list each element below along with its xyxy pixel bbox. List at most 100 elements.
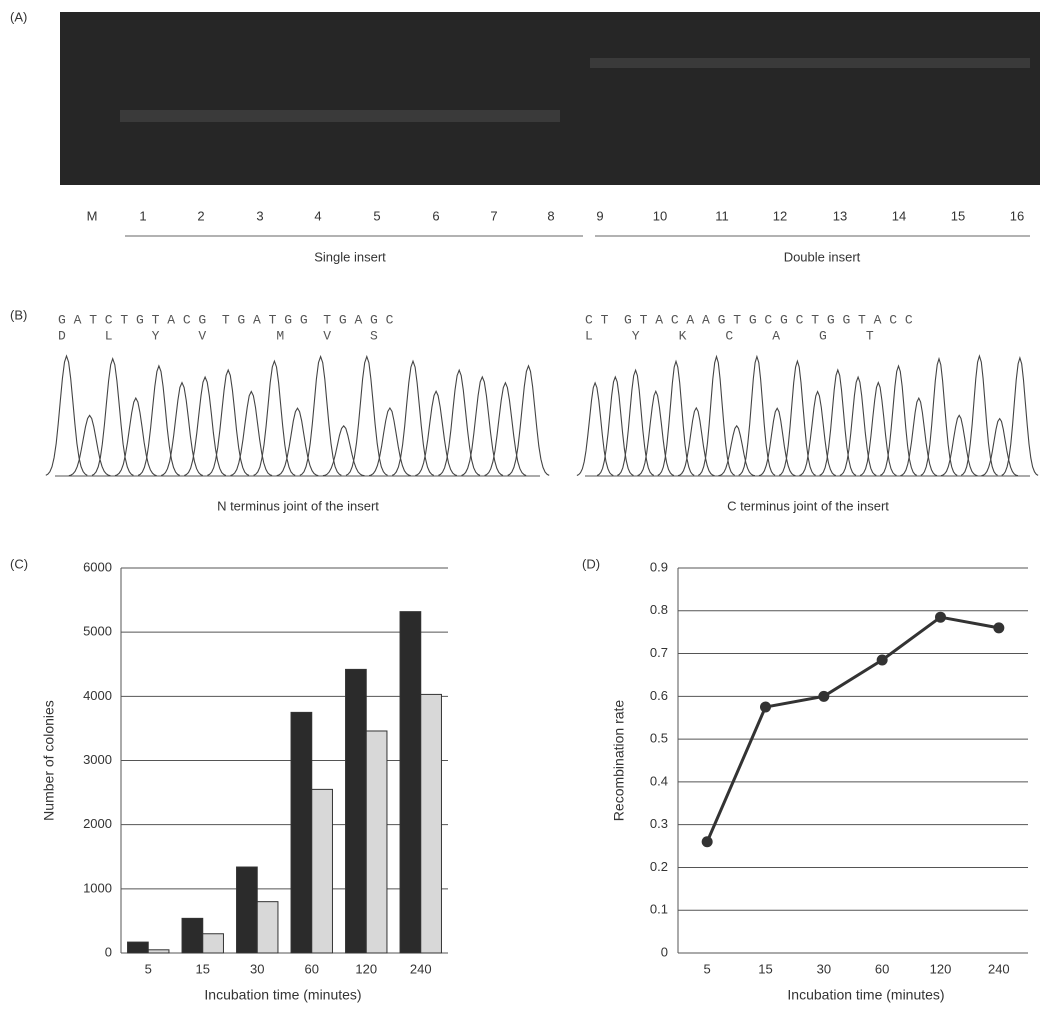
- panel-label: (A): [10, 9, 27, 24]
- y-tick-label: 0.4: [650, 773, 668, 788]
- bar: [237, 867, 258, 953]
- bar: [366, 731, 387, 953]
- trace: [462, 377, 504, 476]
- trace: [392, 361, 434, 475]
- panel-label: (C): [10, 556, 28, 571]
- bar: [203, 934, 224, 953]
- trace: [658, 361, 694, 475]
- lane-label: 6: [432, 208, 439, 223]
- point: [760, 702, 771, 713]
- point: [993, 622, 1004, 633]
- trace: [46, 356, 88, 475]
- trace: [115, 398, 157, 476]
- lane-label: 8: [547, 208, 554, 223]
- trace: [880, 366, 916, 475]
- trace: [739, 357, 775, 476]
- panel-label: (B): [10, 307, 27, 322]
- line: [707, 617, 999, 842]
- bar: [182, 918, 203, 953]
- x-tick-label: 120: [930, 961, 952, 976]
- x-tick-label: 30: [817, 961, 831, 976]
- lane-label: 12: [773, 208, 787, 223]
- group-label: Single insert: [314, 249, 386, 264]
- trace: [277, 408, 319, 475]
- group-label: Double insert: [784, 249, 861, 264]
- y-tick-label: 6000: [83, 559, 112, 574]
- y-tick-label: 1000: [83, 880, 112, 895]
- y-tick-label: 0.5: [650, 731, 668, 746]
- lane-label: 2: [197, 208, 204, 223]
- trace: [508, 366, 550, 476]
- bar: [291, 712, 312, 953]
- y-tick-label: 0.6: [650, 688, 668, 703]
- lane-label: 3: [256, 208, 263, 223]
- trace: [323, 426, 365, 476]
- y-tick-label: 0.7: [650, 645, 668, 660]
- figure: (A) Single insert Double insert (B) G A …: [0, 0, 1048, 1010]
- bar: [128, 942, 149, 953]
- lane-label: 7: [490, 208, 497, 223]
- lane-label: 14: [892, 208, 906, 223]
- point: [818, 691, 829, 702]
- x-tick-label: 60: [305, 961, 319, 976]
- sequence: D L Y V M V S: [58, 328, 378, 343]
- y-tick-label: 0.2: [650, 859, 668, 874]
- y-tick-label: 0.8: [650, 602, 668, 617]
- x-tick-label: 5: [704, 961, 711, 976]
- x-tick-label: 30: [250, 961, 264, 976]
- trace: [759, 408, 795, 475]
- trace: [369, 408, 411, 476]
- page: {"panels": { "a": {"label": "(A)", "lane…: [0, 0, 1048, 1010]
- lane-label: 11: [715, 208, 729, 223]
- x-tick-label: 15: [758, 961, 772, 976]
- y-tick-label: 3000: [83, 752, 112, 767]
- trace: [698, 357, 734, 476]
- point: [935, 612, 946, 623]
- y-tick-label: 2000: [83, 816, 112, 831]
- lane-label: 13: [833, 208, 847, 223]
- point: [702, 836, 713, 847]
- lane-label: 16: [1010, 208, 1024, 223]
- trace: [820, 370, 856, 475]
- bar: [312, 789, 333, 953]
- trace: [577, 383, 613, 476]
- trace: [1002, 358, 1038, 476]
- trace: [961, 356, 997, 475]
- gel-image: [60, 12, 1040, 185]
- x-axis-label: Incubation time (minutes): [204, 987, 361, 1003]
- y-tick-label: 0: [661, 944, 668, 959]
- lane-label: 9: [596, 208, 603, 223]
- trace: [840, 377, 876, 475]
- bar: [400, 612, 421, 953]
- lane-label: 15: [951, 208, 965, 223]
- trace: [346, 357, 388, 476]
- trace: [438, 370, 480, 475]
- y-tick-label: 0.9: [650, 559, 668, 574]
- trace: [597, 377, 633, 476]
- lane-label: 1: [139, 208, 146, 223]
- trace: [300, 357, 342, 476]
- trace: [207, 370, 249, 475]
- x-tick-label: 60: [875, 961, 889, 976]
- trace: [901, 398, 938, 476]
- y-tick-label: 5000: [83, 624, 112, 639]
- point: [877, 654, 888, 665]
- sequence: L Y K C A G T: [585, 328, 874, 343]
- caption: C terminus joint of the insert: [727, 498, 889, 513]
- bar: [421, 694, 442, 953]
- x-tick-label: 240: [410, 961, 432, 976]
- bar: [346, 669, 367, 953]
- caption: N terminus joint of the insert: [217, 498, 379, 513]
- trace: [138, 366, 180, 476]
- panel-label: (D): [582, 556, 600, 571]
- bar: [257, 902, 278, 953]
- trace: [719, 426, 755, 476]
- trace: [92, 359, 134, 476]
- sequence: C T G T A C A A G T G C G C T G G T A C …: [585, 312, 913, 327]
- lane-label: 4: [314, 208, 321, 223]
- y-tick-label: 0: [105, 944, 112, 959]
- y-tick-label: 0.1: [650, 902, 668, 917]
- y-tick-label: 4000: [83, 688, 112, 703]
- x-tick-label: 120: [355, 961, 377, 976]
- y-tick-label: 0.3: [650, 816, 668, 831]
